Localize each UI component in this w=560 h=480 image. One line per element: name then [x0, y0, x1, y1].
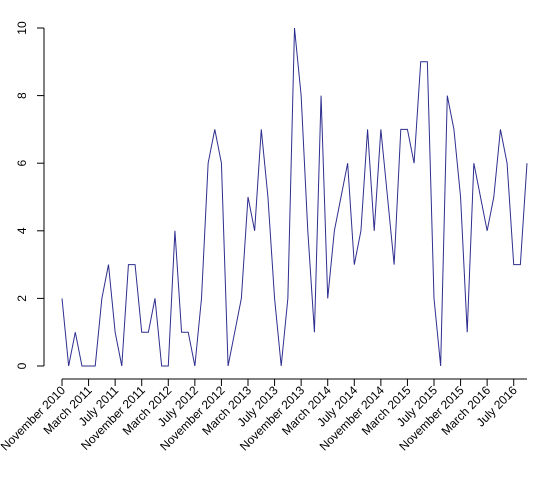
- y-axis: 0 2 4 6 8 10: [15, 21, 45, 369]
- y-tick-label: 4: [15, 227, 29, 234]
- y-tick-label: 0: [15, 362, 29, 369]
- y-tick-label: 10: [15, 21, 29, 35]
- series-line: [61, 27, 528, 367]
- y-tick-label: 8: [15, 92, 29, 99]
- y-tick-label: 2: [15, 295, 29, 302]
- y-tick-label: 6: [15, 160, 29, 167]
